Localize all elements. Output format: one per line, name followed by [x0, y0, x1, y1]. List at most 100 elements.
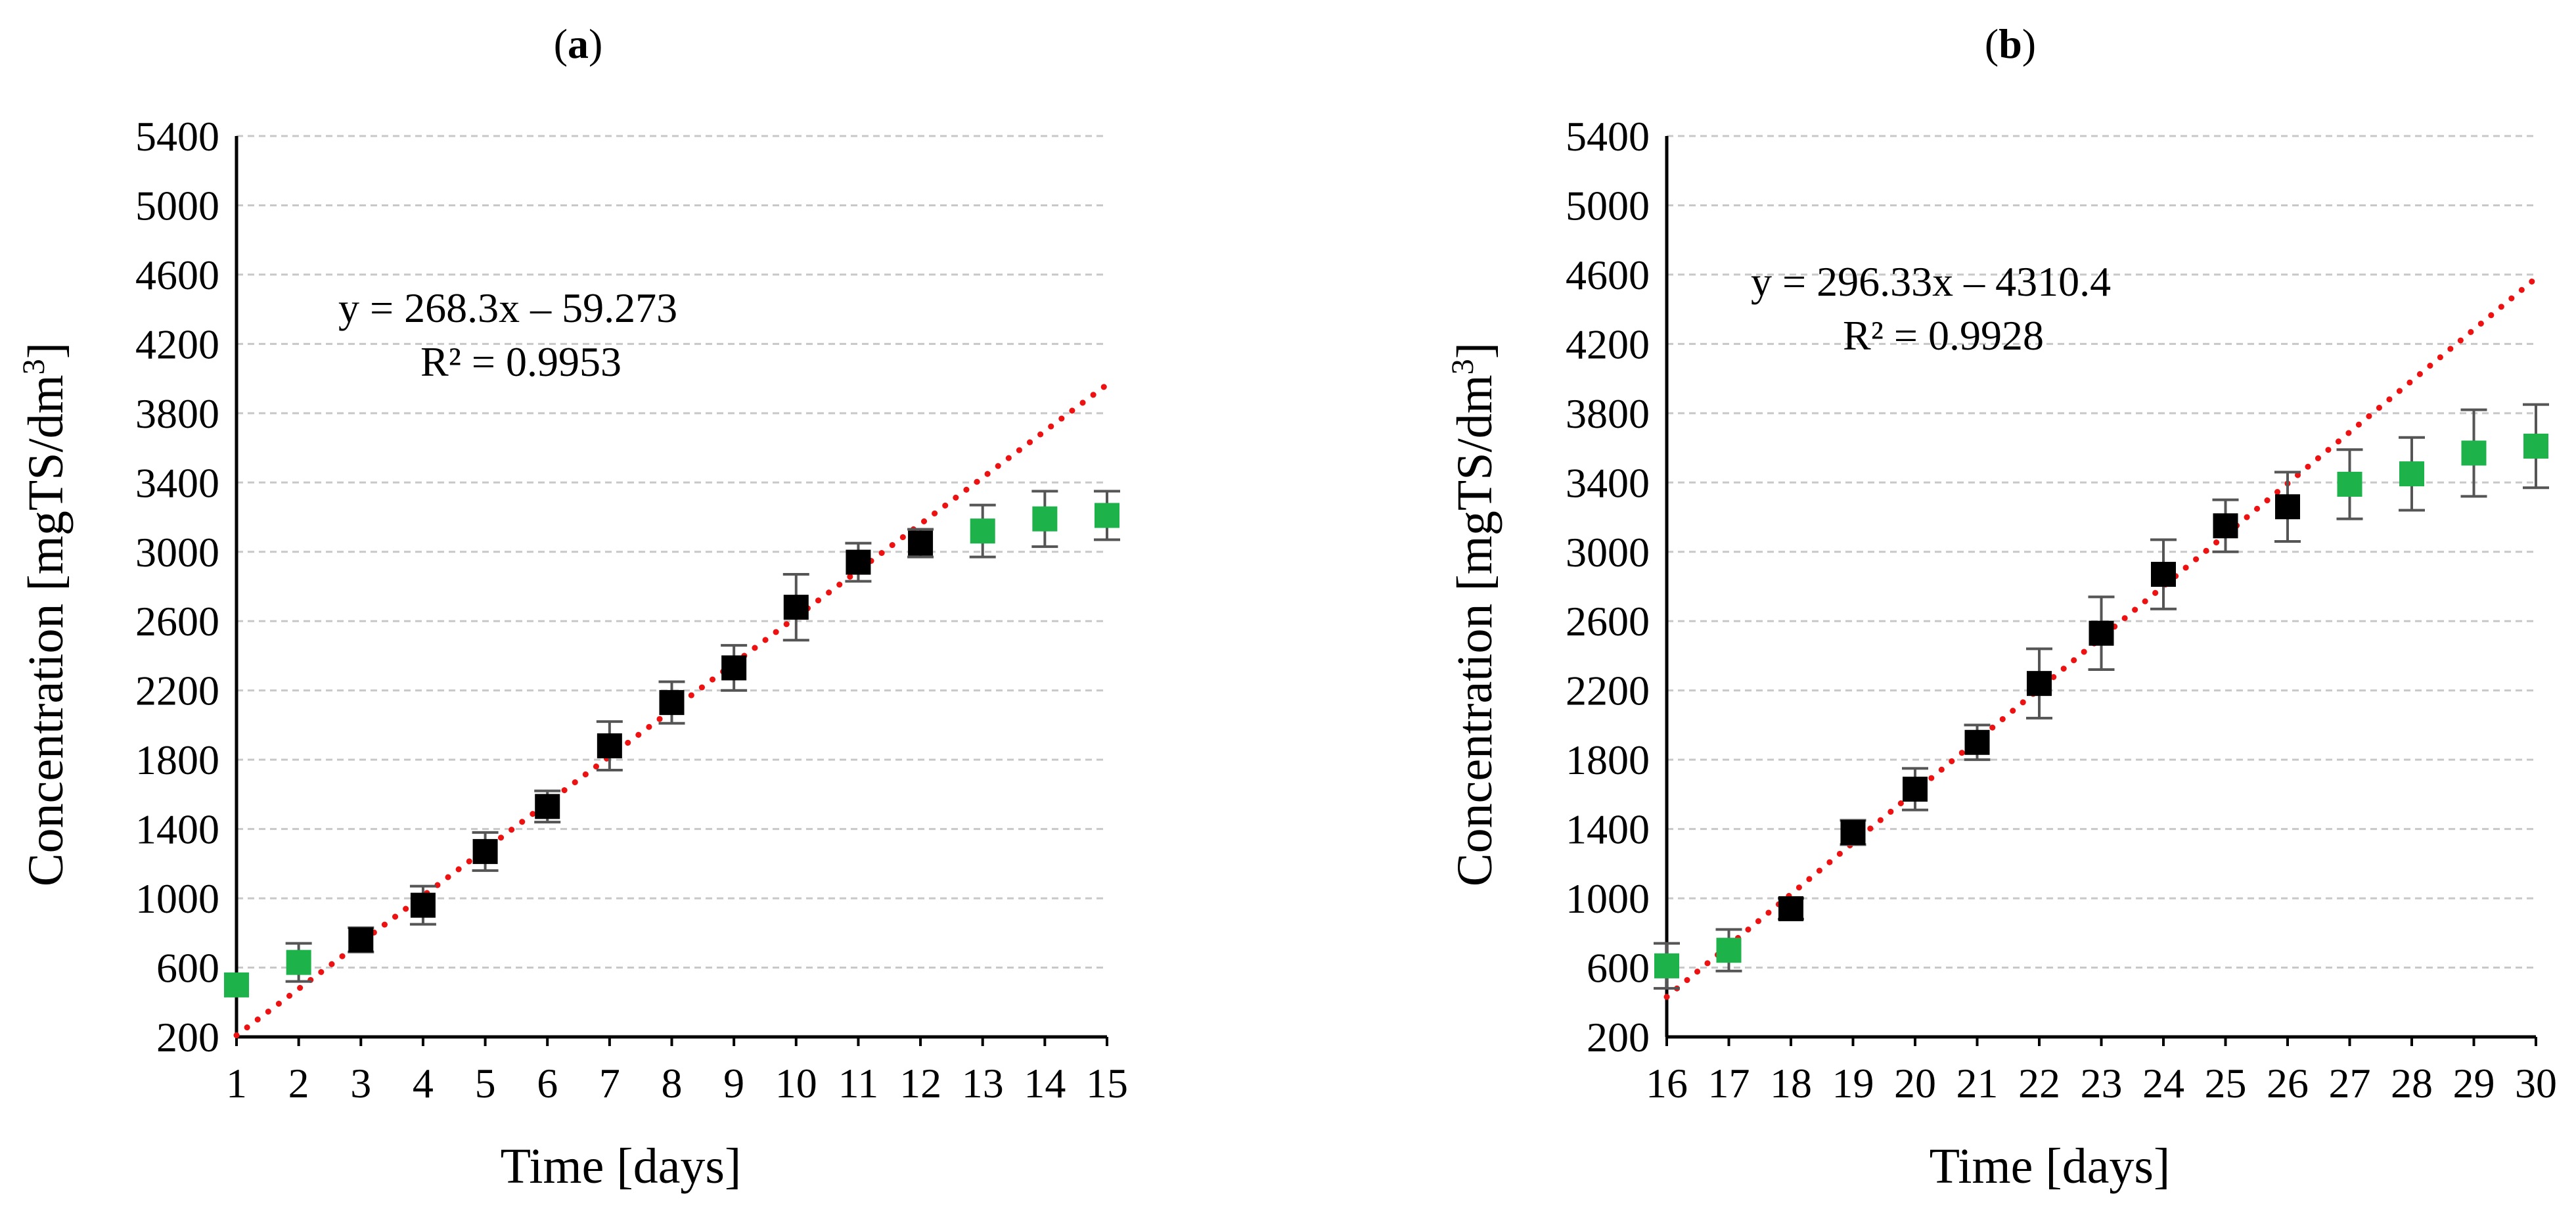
grid-lines-a — [237, 135, 1107, 969]
x-tick-label: 5 — [475, 1060, 496, 1107]
x-tick-label: 12 — [899, 1060, 941, 1107]
y-tick-label: 5400 — [1566, 113, 1650, 160]
x-axis-label-b: Time [days] — [1930, 1139, 2171, 1194]
data-point-black — [1964, 729, 1990, 755]
y-tick-label: 600 — [1587, 945, 1650, 992]
y-tick-label: 200 — [1587, 1014, 1650, 1061]
data-point-black — [908, 530, 934, 556]
axes-a — [235, 136, 1108, 1046]
y-tick-label: 3400 — [135, 459, 219, 506]
y-tick-label: 5400 — [135, 113, 219, 160]
y-axis-label-b: Concentration [mgTS/dm3] — [1445, 342, 1503, 886]
y-tick-label: 1800 — [135, 737, 219, 783]
data-point-green — [286, 950, 311, 975]
x-tick-label: 10 — [775, 1060, 817, 1107]
r-squared-b: R² = 0.9928 — [1843, 312, 2044, 359]
data-point-black — [846, 549, 871, 575]
y-axis-label-a: Concentration [mgTS/dm3] — [16, 342, 74, 886]
data-point-black — [1840, 819, 1866, 845]
data-point-green — [2337, 471, 2362, 497]
y-tick-label: 3000 — [135, 529, 219, 576]
x-tick-label: 3 — [350, 1060, 371, 1107]
x-tick-label: 15 — [1086, 1060, 1128, 1107]
y-tick-label: 3400 — [1566, 459, 1650, 506]
y-tick-label: 600 — [156, 945, 219, 992]
trend-equation-b: y = 296.33x – 4310.4 — [1751, 258, 2111, 305]
y-tick-label: 1800 — [1566, 737, 1650, 783]
y-tick-label: 200 — [156, 1014, 219, 1061]
y-tick-label: 4600 — [135, 252, 219, 298]
y-tick-label: 4600 — [1566, 252, 1650, 298]
y-tick-label: 2600 — [135, 598, 219, 645]
x-tick-label: 24 — [2142, 1060, 2184, 1107]
trendline — [1663, 275, 2539, 1000]
y-tick-label: 3000 — [1566, 529, 1650, 576]
data-point-black — [472, 838, 498, 864]
data-points-b — [1654, 403, 2549, 990]
r-squared-a: R² = 0.9953 — [420, 338, 621, 385]
data-point-green — [1032, 506, 1058, 532]
data-point-green — [970, 518, 995, 544]
x-tick-label: 14 — [1024, 1060, 1066, 1107]
data-point-black — [783, 595, 809, 620]
x-tick-label: 1 — [226, 1060, 247, 1107]
data-point-black — [2213, 513, 2238, 539]
y-tick-label: 3800 — [135, 390, 219, 437]
data-point-black — [2027, 671, 2052, 697]
data-point-green — [224, 972, 249, 997]
x-tick-label: 2 — [288, 1060, 309, 1107]
y-tick-label: 4200 — [1566, 321, 1650, 367]
y-tick-label: 5000 — [1566, 182, 1650, 229]
data-point-black — [348, 927, 374, 953]
data-point-black — [410, 892, 436, 918]
x-tick-label: 16 — [1646, 1060, 1688, 1107]
trend-equation-a: y = 268.3x – 59.273 — [338, 285, 677, 331]
data-point-black — [659, 690, 685, 716]
y-tick-label: 1400 — [1566, 806, 1650, 853]
panel-label-b: (b) — [1985, 20, 2036, 67]
y-tick-label: 2200 — [135, 668, 219, 714]
panel-label-a: (a) — [554, 20, 603, 67]
data-point-green — [1095, 503, 1119, 528]
y-tick-label: 4200 — [135, 321, 219, 367]
chart-panel-a: 2006001000140018002200260030003400380042… — [16, 20, 1128, 1194]
x-tick-label: 27 — [2329, 1060, 2371, 1107]
data-point-black — [2275, 494, 2300, 520]
y-tick-label: 3800 — [1566, 390, 1650, 437]
y-tick-label: 5000 — [135, 182, 219, 229]
data-point-green — [2461, 440, 2487, 466]
x-tick-label: 13 — [962, 1060, 1004, 1107]
y-tick-label: 2200 — [1566, 668, 1650, 714]
axes-b — [1665, 136, 2537, 1046]
x-tick-label: 4 — [413, 1060, 434, 1107]
trendline-b — [1663, 275, 2539, 1000]
x-tick-label: 23 — [2081, 1060, 2123, 1107]
data-points-a — [224, 490, 1120, 997]
chart-panel-b: 200 600 1000 1400 1800 2200 2600 3000 3400 3800 42… — [1445, 20, 2557, 1194]
data-point-black — [1778, 896, 1803, 921]
data-point-black — [2089, 620, 2114, 646]
x-tick-label: 11 — [838, 1060, 879, 1107]
y-tick-label: 1000 — [135, 875, 219, 922]
data-point-green — [1716, 938, 1742, 963]
y-tick-label: 1400 — [135, 806, 219, 853]
x-tick-label: 17 — [1708, 1060, 1750, 1107]
x-axis-label-a: Time [days] — [501, 1139, 742, 1194]
x-tick-label: 9 — [723, 1060, 744, 1107]
x-tick-label: 28 — [2391, 1060, 2433, 1107]
x-tick-label: 26 — [2267, 1060, 2309, 1107]
data-point-black — [721, 655, 747, 681]
data-point-black — [597, 733, 622, 759]
x-tick-label: 29 — [2453, 1060, 2495, 1107]
x-tick-label: 8 — [662, 1060, 683, 1107]
x-tick-label: 7 — [599, 1060, 620, 1107]
data-point-black — [535, 794, 560, 819]
x-tick-label: 20 — [1894, 1060, 1936, 1107]
tick-labels-a: 2006001000140018002200260030003400380042… — [135, 113, 1128, 1107]
data-point-black — [1903, 776, 1928, 802]
x-tick-label: 18 — [1770, 1060, 1812, 1107]
data-point-green — [1654, 953, 1679, 978]
x-tick-label: 6 — [537, 1060, 558, 1107]
data-point-green — [2399, 461, 2424, 487]
